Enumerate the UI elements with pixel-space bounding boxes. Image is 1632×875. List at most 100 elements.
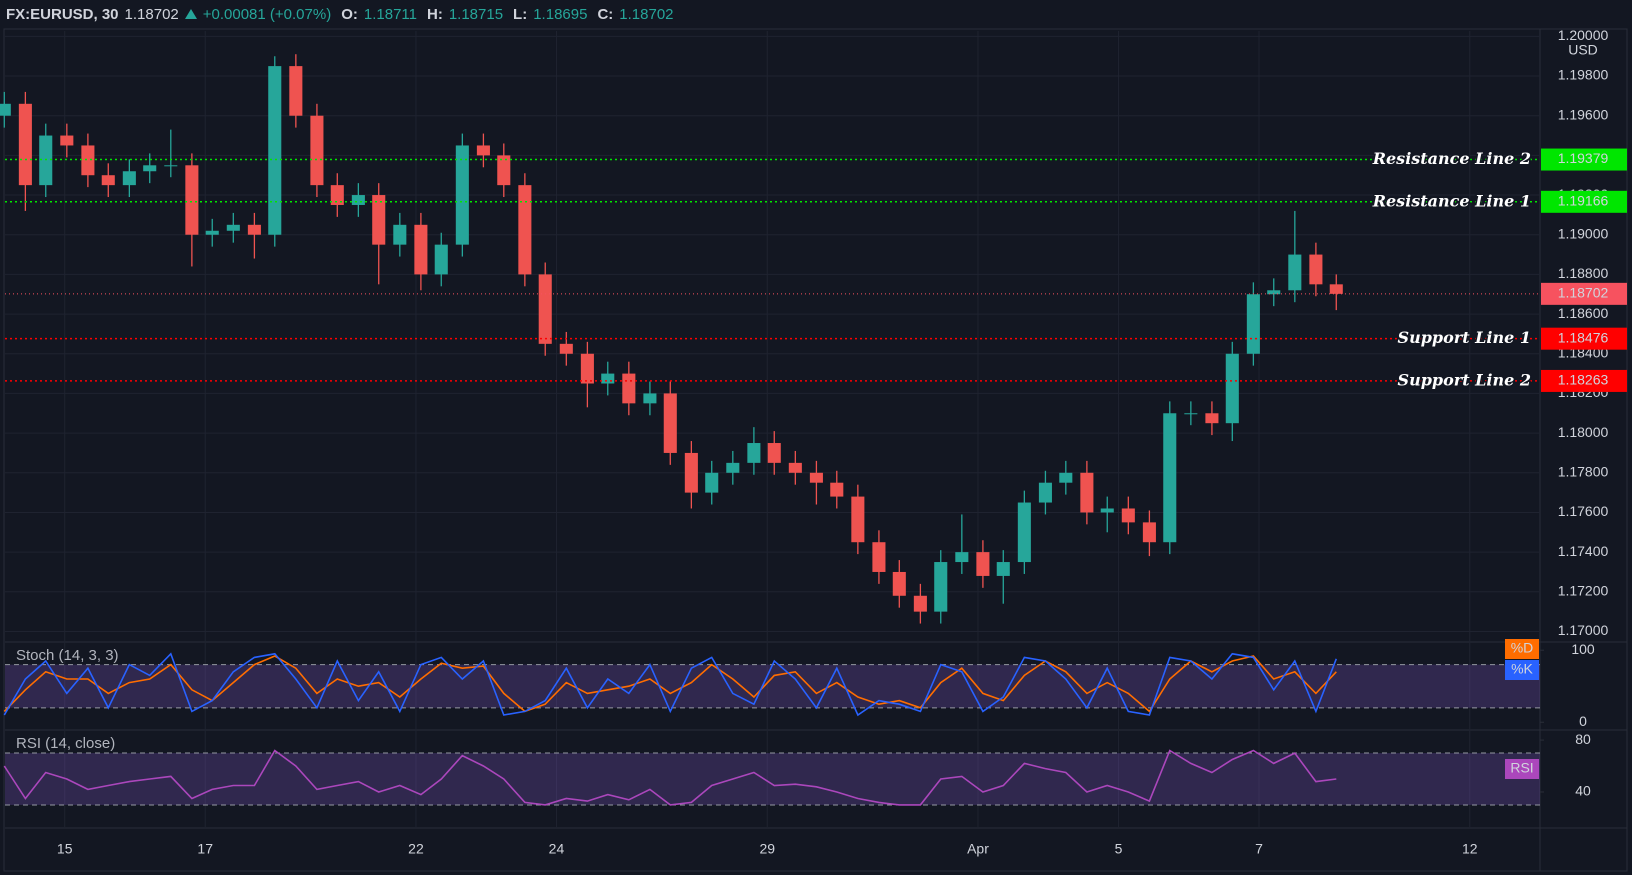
candle-body xyxy=(393,224,407,245)
candle-body xyxy=(351,195,365,205)
candle-body xyxy=(830,482,844,497)
ohlc-value: 1.18715 xyxy=(448,5,504,23)
band-fill xyxy=(5,664,1540,708)
level-price: 1.18263 xyxy=(1558,372,1609,388)
x-tick-label: 29 xyxy=(759,841,775,857)
candle-body xyxy=(726,462,740,473)
candle-body xyxy=(39,135,53,186)
x-tick-label: 15 xyxy=(57,841,73,857)
legend-label: %K xyxy=(1511,661,1533,677)
unit-box xyxy=(1548,41,1620,61)
candle-body xyxy=(996,562,1010,576)
y-tick-label: 1.17400 xyxy=(1558,543,1609,559)
candle-body xyxy=(705,472,719,493)
ohlc-label: C: xyxy=(597,5,614,23)
candle-body xyxy=(892,571,906,596)
candle-body xyxy=(872,542,886,572)
legend-box xyxy=(1505,639,1539,659)
candle-body xyxy=(622,373,636,404)
candle-body xyxy=(601,373,615,384)
x-tick-label: 12 xyxy=(1462,841,1478,857)
candle-body xyxy=(101,175,115,186)
candle-body xyxy=(747,443,761,463)
band-fill xyxy=(5,753,1540,805)
candle-body xyxy=(1121,508,1135,523)
last-price-box xyxy=(1541,282,1627,305)
frame xyxy=(3,28,1628,872)
y-tick-label: 0 xyxy=(1579,713,1587,729)
level-price: 1.19379 xyxy=(1558,150,1609,166)
candle-body xyxy=(1267,290,1281,295)
y-tick-label: 1.18600 xyxy=(1558,305,1609,321)
level-name: Resistance Line 2 xyxy=(1372,149,1531,168)
candle-body xyxy=(580,353,594,384)
candle-body xyxy=(1184,413,1198,415)
y-tick-label: 1.17800 xyxy=(1558,463,1609,479)
x-tick-label: 7 xyxy=(1255,841,1263,857)
candle-body xyxy=(268,66,282,235)
candle-body xyxy=(205,230,219,235)
level-price-box xyxy=(1541,190,1627,213)
candle-body xyxy=(414,224,428,275)
candle-body xyxy=(289,66,303,116)
candle-body xyxy=(1309,254,1323,285)
candle-body xyxy=(1059,472,1073,483)
x-tick-label: 5 xyxy=(1115,841,1123,857)
level-price-box xyxy=(1541,327,1627,350)
x-tick-label: 17 xyxy=(197,841,213,857)
candle-body xyxy=(164,165,178,167)
candle-body xyxy=(1017,502,1031,563)
candle-body xyxy=(643,393,657,404)
candle-body xyxy=(310,115,324,186)
ohlc-label: O: xyxy=(341,5,358,23)
y-tick-label: 1.17600 xyxy=(1558,503,1609,519)
y-tick-label: 1.19800 xyxy=(1558,67,1609,83)
y-tick-label: 80 xyxy=(1575,731,1591,747)
candle-body xyxy=(497,155,511,186)
indicator-line xyxy=(3,652,1338,717)
candle-body xyxy=(1163,413,1177,543)
candle-body xyxy=(1205,413,1219,424)
candle-body xyxy=(455,145,469,245)
candle-body xyxy=(81,145,95,176)
level-price: 1.18476 xyxy=(1558,329,1609,345)
candle-body xyxy=(851,496,865,543)
up-arrow xyxy=(184,9,197,19)
candle-body xyxy=(559,343,573,354)
legend-label: %D xyxy=(1511,640,1534,656)
candle-body xyxy=(684,452,698,493)
y-tick-label: 1.17200 xyxy=(1558,583,1609,599)
pane-title: RSI (14, close) xyxy=(16,735,115,752)
candle-body xyxy=(1080,472,1094,513)
legend-box xyxy=(1505,759,1539,779)
candle-body xyxy=(663,393,677,453)
x-tick-label: 22 xyxy=(408,841,424,857)
candle-body xyxy=(372,195,386,245)
y-tick-label: 1.18000 xyxy=(1558,424,1609,440)
ohlc-value: 1.18702 xyxy=(619,5,674,23)
y-tick-label: 1.19600 xyxy=(1558,106,1609,122)
candle-body xyxy=(1038,482,1052,503)
header: FX:EURUSD, 30 1.18702 +0.00081 (+0.07%) … xyxy=(6,3,674,25)
y-tick-label: 1.19000 xyxy=(1558,225,1609,241)
candle-body xyxy=(18,103,32,186)
pane-title: Stoch (14, 3, 3) xyxy=(16,647,119,664)
candle-body xyxy=(767,443,781,463)
last-price: 1.18702 xyxy=(124,5,179,23)
candle-body xyxy=(247,224,261,235)
candle-body xyxy=(1100,508,1114,513)
candle-body xyxy=(934,562,948,612)
candle-body xyxy=(1225,353,1239,424)
level-price: 1.19166 xyxy=(1558,193,1609,209)
mark-layer xyxy=(0,54,1540,806)
y-tick-label: 1.17000 xyxy=(1558,622,1609,638)
change: +0.00081 (+0.07%) xyxy=(202,5,332,23)
legend-label: RSI xyxy=(1510,760,1533,776)
level-price-box xyxy=(1541,148,1627,171)
candle-body xyxy=(788,462,802,473)
legend-box xyxy=(1505,660,1539,680)
indicator-line xyxy=(3,749,1337,806)
candle-body xyxy=(955,552,969,563)
y-tick-label: 1.18800 xyxy=(1558,265,1609,281)
